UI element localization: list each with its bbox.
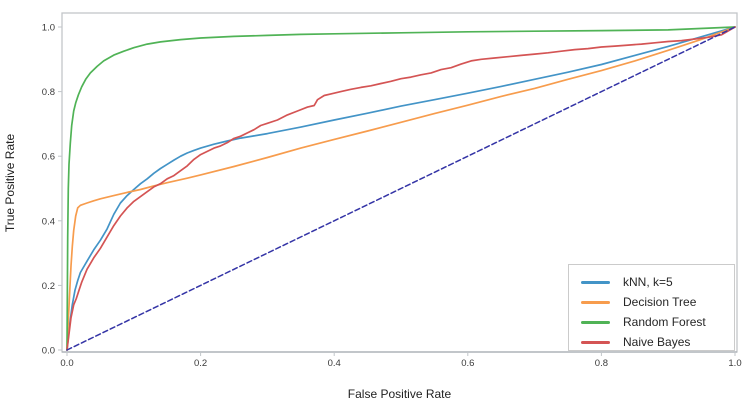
x-axis-label: False Positive Rate (347, 387, 452, 401)
legend-label: Naive Bayes (623, 335, 691, 349)
legend-item: Random Forest (581, 312, 734, 332)
chance-diagonal (66, 26, 736, 351)
x-tick-label: 0.0 (60, 358, 73, 369)
legend-swatch (581, 320, 610, 324)
legend-swatch (581, 280, 610, 284)
random-forest-curve (66, 26, 736, 351)
legend-box: kNN, k=5 Decision Tree Random Forest Naive … (568, 264, 735, 351)
naive-bayes-curve (66, 26, 736, 351)
x-tick-label: 0.2 (194, 358, 207, 369)
x-tick-label: 0.6 (461, 358, 474, 369)
legend-swatch (581, 340, 610, 344)
x-tick-label: 0.8 (595, 358, 608, 369)
x-tick-label: 1.0 (728, 358, 741, 369)
y-tick-label: 0.8 (42, 87, 55, 98)
legend-label: Random Forest (623, 315, 706, 329)
knn-curve (66, 26, 736, 351)
y-tick-label: 0.4 (42, 216, 55, 227)
y-tick-label: 0.0 (42, 346, 55, 357)
x-tick-label: 0.4 (328, 358, 341, 369)
legend-item: Naive Bayes (581, 332, 734, 352)
legend-swatch (581, 300, 610, 304)
decision-tree-curve (66, 26, 736, 351)
y-axis-label: True Positive Rate (3, 133, 17, 233)
legend-label: kNN, k=5 (623, 275, 673, 289)
legend-item: Decision Tree (581, 292, 734, 312)
y-tick-label: 0.2 (42, 281, 55, 292)
y-tick-label: 1.0 (42, 23, 55, 34)
y-tick-label: 0.6 (42, 152, 55, 163)
legend-label: Decision Tree (623, 295, 697, 309)
legend-item: kNN, k=5 (581, 272, 734, 292)
